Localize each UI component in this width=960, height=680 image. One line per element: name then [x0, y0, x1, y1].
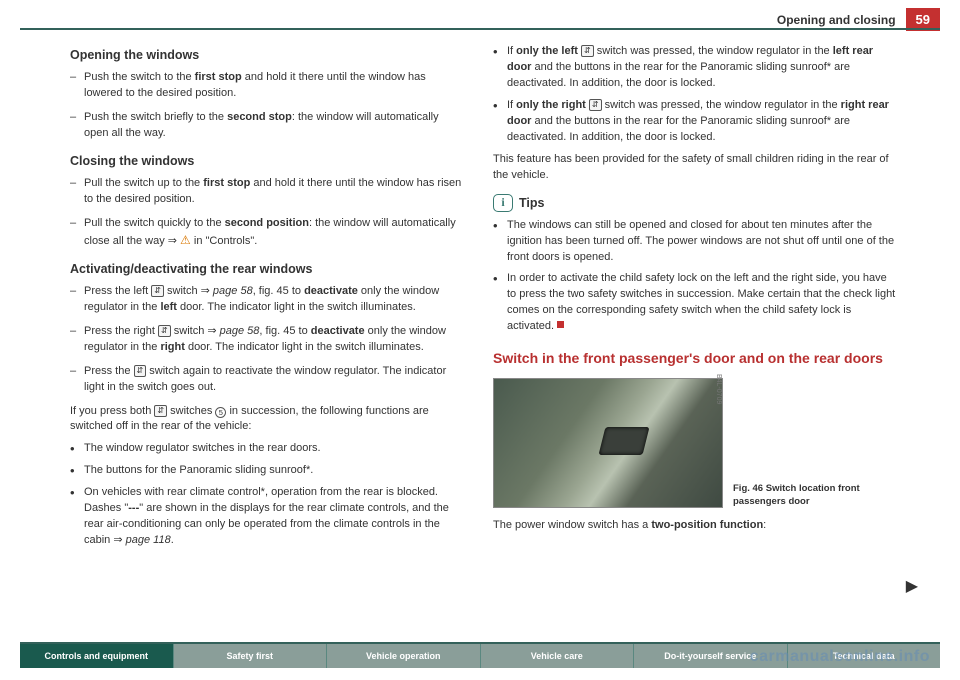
continue-arrow-icon: ▶ [906, 575, 918, 598]
tips-header: i Tips [493, 194, 898, 212]
section-title: Switch in the front passenger's door and… [493, 349, 898, 368]
bullet-item: •In order to activate the child safety l… [493, 271, 898, 335]
figure-image [493, 378, 723, 508]
content-area: Opening the windows –Push the switch to … [70, 44, 928, 632]
bullet-item: •The windows can still be opened and clo… [493, 218, 898, 266]
nav-operation[interactable]: Vehicle operation [327, 644, 481, 668]
list-item: –Press the left ⇵ switch ⇒ page 58, fig.… [70, 284, 465, 316]
list-item: –Pull the switch up to the first stop an… [70, 176, 465, 208]
list-item: –Pull the switch quickly to the second p… [70, 216, 465, 250]
heading-activating: Activating/deactivating the rear windows [70, 260, 465, 278]
watermark: carmanualsonline.info [750, 648, 930, 666]
figure-caption: Fig. 46 Switch location front passengers… [733, 483, 868, 508]
right-column: •If only the left ⇵ switch was pressed, … [493, 44, 898, 632]
list-item: –Press the right ⇵ switch ⇒ page 58, fig… [70, 324, 465, 356]
heading-closing: Closing the windows [70, 152, 465, 170]
figure-area: Fig. 46 Switch location front passengers… [493, 378, 898, 508]
safety-note: This feature has been provided for the s… [493, 152, 898, 184]
figure-id: B4L-0709 [713, 374, 723, 404]
list-item: –Push the switch briefly to the second s… [70, 110, 465, 142]
switch-graphic [599, 427, 650, 455]
tips-label: Tips [519, 194, 544, 212]
list-item: –Push the switch to the first stop and h… [70, 70, 465, 102]
bullet-item: •The buttons for the Panoramic sliding s… [70, 463, 465, 479]
nav-controls[interactable]: Controls and equipment [20, 644, 174, 668]
bullet-item: •The window regulator switches in the re… [70, 441, 465, 457]
note-text: If you press both ⇵ switches 5 in succes… [70, 404, 465, 436]
top-border [20, 28, 940, 30]
end-marker-icon [557, 321, 564, 328]
bullet-item: •If only the right ⇵ switch was pressed,… [493, 98, 898, 146]
nav-care[interactable]: Vehicle care [481, 644, 635, 668]
footer-text: The power window switch has a two-positi… [493, 518, 898, 534]
info-icon: i [493, 194, 513, 212]
left-column: Opening the windows –Push the switch to … [70, 44, 465, 632]
header-title: Opening and closing [777, 13, 896, 27]
bullet-item: •On vehicles with rear climate control*,… [70, 485, 465, 549]
list-item: –Press the ⇵ switch again to reactivate … [70, 364, 465, 396]
bullet-item: •If only the left ⇵ switch was pressed, … [493, 44, 898, 92]
heading-opening: Opening the windows [70, 46, 465, 64]
nav-safety[interactable]: Safety first [174, 644, 328, 668]
